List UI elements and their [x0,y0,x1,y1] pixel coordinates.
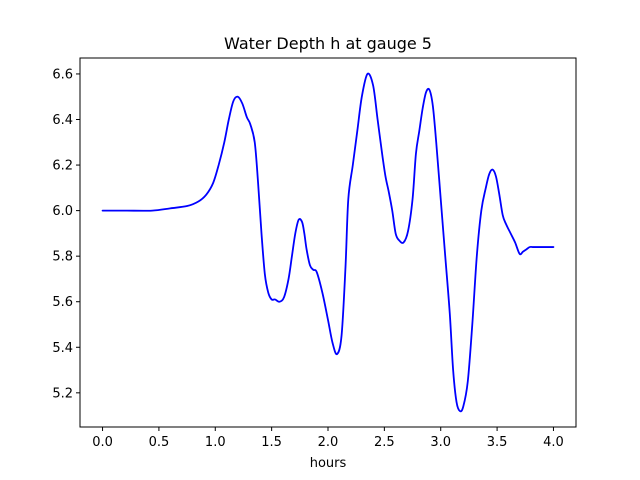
x-tick-label: 1.5 [261,435,282,450]
series-line [101,72,555,413]
x-axis-label: hours [310,456,347,471]
x-tick-label: 4.0 [543,435,564,450]
y-tick-label: 6.6 [52,67,73,82]
x-tick-label: 3.0 [430,435,451,450]
x-tick-label: 2.0 [318,435,339,450]
y-tick-label: 5.6 [52,295,73,310]
x-axis-ticks: 0.0 0.5 1.0 1.5 2.0 2.5 3.0 3.5 4.0 [92,427,564,450]
x-tick-label: 0.5 [149,435,170,450]
y-axis-ticks: 5.2 5.4 5.6 5.8 6.0 6.2 6.4 6.6 [52,67,80,401]
y-tick-label: 5.2 [52,386,73,401]
x-tick-label: 1.0 [205,435,226,450]
x-tick-label: 0.0 [92,435,113,450]
y-tick-label: 6.2 [52,159,73,174]
y-tick-label: 6.0 [52,204,73,219]
x-tick-label: 3.5 [487,435,508,450]
axes-frame [79,57,577,428]
chart-title: Water Depth h at gauge 5 [224,34,432,53]
y-tick-label: 5.4 [52,341,73,356]
y-tick-label: 6.4 [52,113,73,128]
y-tick-label: 5.8 [52,250,73,265]
x-tick-label: 2.5 [374,435,395,450]
